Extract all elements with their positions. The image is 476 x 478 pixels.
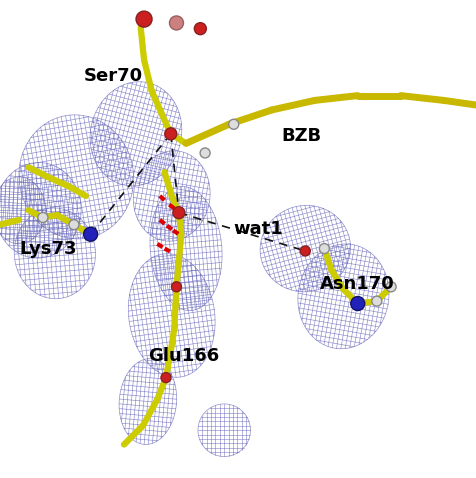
Circle shape [172,206,185,219]
Circle shape [200,148,209,158]
Circle shape [69,220,79,229]
Circle shape [319,244,328,253]
Circle shape [83,227,98,241]
Circle shape [169,16,183,30]
Circle shape [38,213,48,222]
Circle shape [386,282,395,292]
Text: Asn170: Asn170 [319,275,394,293]
Circle shape [350,296,364,311]
Text: Ser70: Ser70 [83,67,142,86]
Circle shape [228,120,238,129]
Circle shape [136,11,152,27]
Text: BZB: BZB [281,127,321,145]
Circle shape [371,296,381,306]
Circle shape [161,373,170,382]
Circle shape [194,22,206,35]
Circle shape [164,128,177,140]
Text: wat1: wat1 [233,220,283,239]
Text: Lys73: Lys73 [19,239,77,258]
Text: Glu166: Glu166 [148,347,218,365]
Circle shape [171,282,181,292]
Circle shape [300,246,309,256]
